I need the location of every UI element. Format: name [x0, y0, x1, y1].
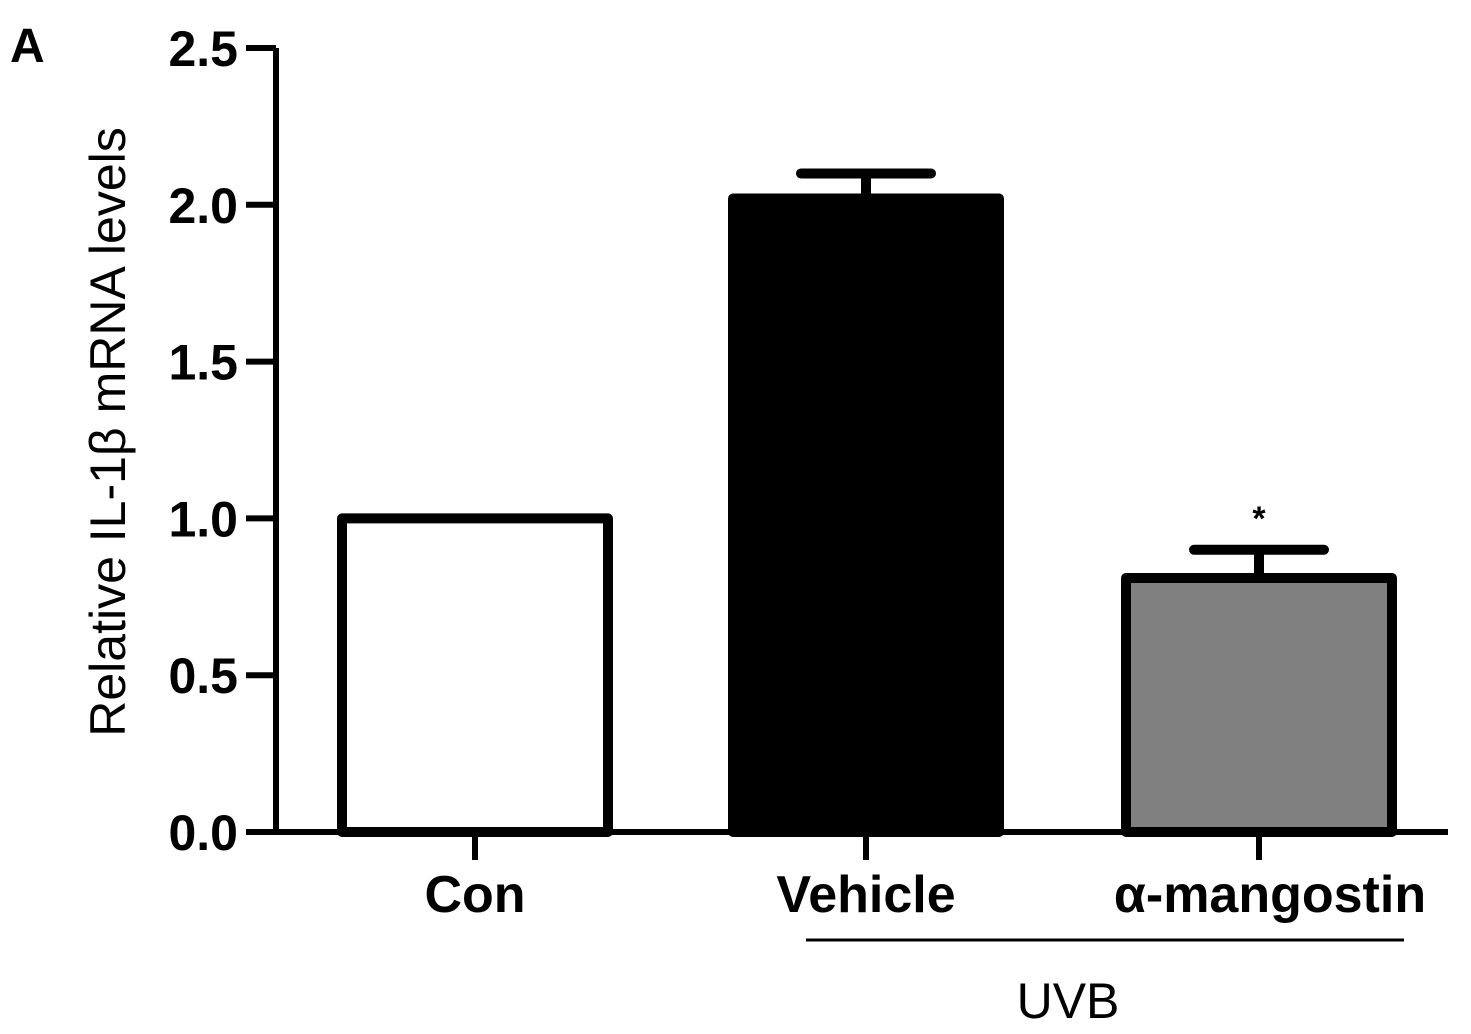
- y-tick-label: 0.5: [168, 648, 238, 704]
- y-axis-label: Relative IL-1β mRNA levels: [80, 127, 136, 737]
- bars: [337, 193, 1397, 838]
- y-tick-label: 2.0: [168, 178, 238, 234]
- error-bars: [796, 168, 1329, 578]
- x-tick-label: α-mangostin: [1114, 866, 1426, 924]
- annotations: *: [1252, 500, 1266, 538]
- y-tick-label: 2.5: [168, 21, 238, 77]
- bar--mangostin: [1121, 572, 1397, 838]
- y-tick-label: 0.0: [168, 805, 238, 861]
- x-tick-label: Con: [424, 866, 525, 924]
- x-axis-ticks: Con Vehicle α-mangostin: [424, 832, 1426, 924]
- y-axis-ticks: 0.0 0.5 1.0 1.5 2.0 2.5: [168, 21, 276, 861]
- x-tick-label: Vehicle: [776, 866, 955, 924]
- panel-label: A: [10, 20, 45, 73]
- bar-con: [337, 513, 613, 838]
- bar-vehicle: [728, 193, 1004, 837]
- y-tick-label: 1.5: [168, 335, 238, 391]
- group-label: UVB: [1017, 973, 1120, 1029]
- y-tick-label: 1.0: [168, 491, 238, 547]
- significance-marker: *: [1252, 500, 1266, 538]
